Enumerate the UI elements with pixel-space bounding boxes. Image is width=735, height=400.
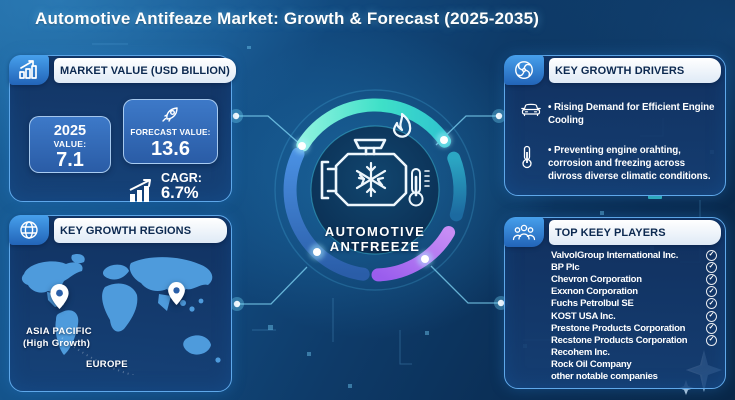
- region-label-europe: EUROPE: [86, 359, 128, 370]
- region-label-asia-pacific-note: (High Growth): [23, 338, 91, 349]
- check-circle-icon: ✓: [706, 334, 717, 346]
- market-value-title: MARKET VALUE (USD BILLION): [60, 64, 230, 77]
- globe-icon: [9, 215, 49, 245]
- player-row: Exxnon Corporation ✓: [551, 286, 717, 298]
- ring-segment-teal: [296, 98, 452, 152]
- player-row: Recstone Products Corporation ✓: [551, 334, 717, 346]
- player-row: Rock Oil Company: [551, 359, 632, 371]
- driver-text: • Rising Demand for Efficient Engine Coo…: [548, 102, 715, 126]
- page-title: Automotive Antifeaze Market: Growth & Fo…: [35, 9, 540, 28]
- thermometer-icon: [521, 144, 541, 183]
- top-players-header: TOP KEEY PLAYERS: [504, 217, 725, 247]
- top-players-title: TOP KEEY PLAYERS: [555, 226, 666, 239]
- player-row: Recohem Inc.: [551, 347, 610, 359]
- player-row: Fuchs Petrolbul SE ✓: [551, 298, 717, 310]
- check-circle-icon: ✓: [706, 298, 717, 310]
- growth-arrow-icon: [129, 179, 151, 202]
- snowflake-icon: [355, 161, 387, 198]
- panel-growth-drivers: KEY GROWTH DRIVERS • Rising Demand for E…: [504, 55, 726, 196]
- world-map: [10, 250, 233, 381]
- driver-item: • Preventing engine orahting, corrosion …: [521, 144, 720, 183]
- panel-top-players: TOP KEEY PLAYERS ValvolGroup Internation…: [504, 217, 726, 389]
- growth-drivers-title: KEY GROWTH DRIVERS: [555, 64, 685, 77]
- center-label-line1: AUTOMOTIVE: [324, 224, 426, 239]
- player-row: BP Plc ✓: [551, 261, 717, 273]
- ring-segment-blue: [283, 147, 370, 281]
- fan-icon: [504, 55, 544, 85]
- top-players-list: ValvolGroup International Inc. ✓ BP Plc ✓ …: [551, 249, 717, 383]
- check-circle-icon: ✓: [706, 261, 717, 273]
- engine-thermometer-icon: [408, 168, 430, 207]
- region-label-asia-pacific: ASIA PACIFIC: [26, 326, 92, 337]
- value-2025-year: 2025: [53, 123, 87, 139]
- cagr-block: CAGR: 6.7%: [128, 172, 202, 202]
- flame-icon: [392, 112, 412, 138]
- check-circle-icon: ✓: [706, 249, 717, 261]
- value-2025-label: VALUE:: [53, 139, 87, 149]
- forecast-card: FORECAST VALUE: 13.6: [123, 99, 218, 164]
- panel-market-value: MARKET VALUE (USD BILLION) 2025 VALUE: 7…: [9, 55, 236, 202]
- check-circle-icon: ✓: [706, 273, 717, 285]
- player-row: other notable companies: [551, 371, 658, 383]
- driver-item: • Rising Demand for Efficient Engine Coo…: [521, 101, 720, 127]
- player-row: KOST USA Inc. ✓: [551, 310, 717, 322]
- market-value-header: MARKET VALUE (USD BILLION): [9, 55, 236, 85]
- map-pin-west: [50, 284, 69, 314]
- center-ring-graphic: [274, 89, 476, 291]
- forecast-value: 13.6: [151, 138, 190, 160]
- cagr-value: 6.7%: [161, 184, 199, 202]
- check-circle-icon: ✓: [706, 310, 717, 322]
- growth-drivers-header: KEY GROWTH DRIVERS: [504, 55, 725, 85]
- player-row: ValvolGroup International Inc. ✓: [551, 249, 717, 261]
- growth-regions-title: KEY GROWTH REGIONS: [60, 224, 192, 237]
- outer-halo-ring: [274, 89, 476, 291]
- cagr-label: CAGR:: [161, 171, 202, 185]
- check-circle-icon: ✓: [706, 286, 717, 298]
- forecast-label: FORECAST VALUE:: [130, 128, 211, 137]
- center-label-line2: ANTFREEZE: [329, 239, 421, 254]
- panel-growth-regions: KEY GROWTH REGIONS ASIA P: [9, 215, 232, 392]
- rocket-icon: [161, 107, 178, 122]
- driver-text: • Preventing engine orahting, corrosion …: [548, 145, 711, 182]
- map-pin-east: [168, 282, 185, 310]
- people-icon: [504, 217, 544, 247]
- bar-chart-up-icon: [9, 55, 49, 85]
- player-row: Prestone Products Corporation ✓: [551, 322, 717, 334]
- car-icon: [521, 101, 541, 127]
- growth-regions-header: KEY GROWTH REGIONS: [9, 215, 231, 245]
- value-2025-card: 2025 VALUE: 7.1: [29, 116, 111, 173]
- engine-snowflake-icon: [320, 112, 430, 207]
- ring-segment-cyan: [447, 151, 467, 222]
- value-2025-value: 7.1: [56, 149, 84, 171]
- player-row: Chevron Corporation ✓: [551, 273, 717, 285]
- check-circle-icon: ✓: [706, 322, 717, 334]
